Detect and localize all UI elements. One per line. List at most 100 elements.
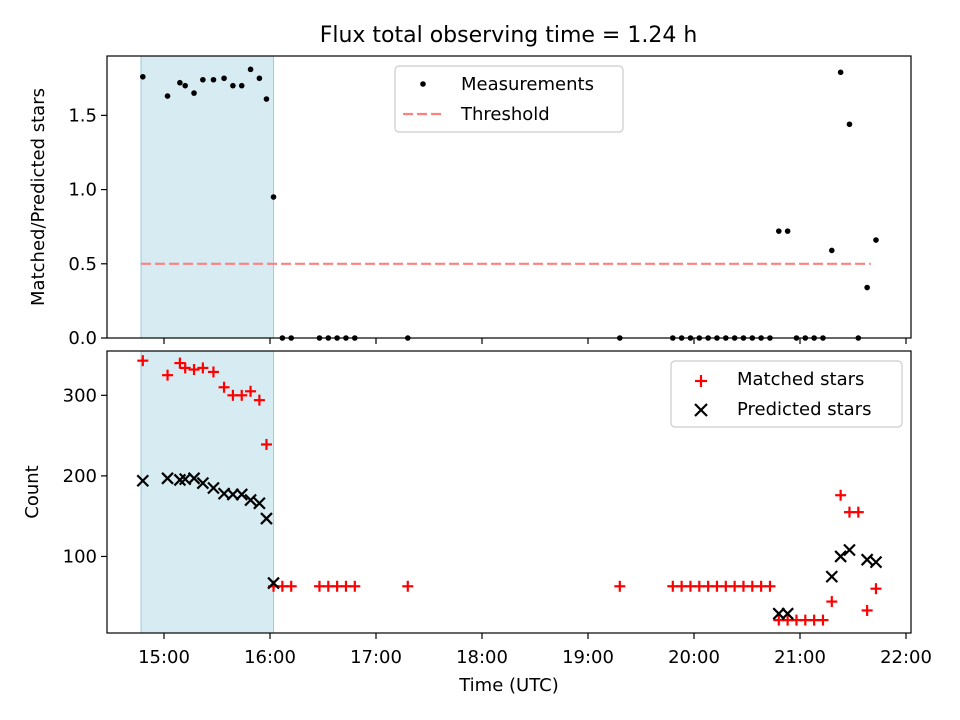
x-tick-label: 19:00 <box>562 647 614 668</box>
matched-star-point <box>245 385 257 397</box>
matched-star-point <box>852 506 864 518</box>
predicted-star-point <box>267 576 280 590</box>
top-y-axis: 0.0 0.5 1.0 1.5 <box>68 105 107 349</box>
top-legend: Measurements Threshold <box>394 65 624 133</box>
matched-star-point <box>137 355 149 367</box>
measurement-point <box>210 76 217 83</box>
matched-star-point <box>349 580 361 592</box>
bottom-x-axis: 15:00 16:00 17:00 18:00 19:00 20:00 21:00 22:00 <box>138 633 932 668</box>
predicted-star-point <box>860 553 874 566</box>
top-panel: 0.0 0.5 1.0 1.5 Matched/Predicted stars Mea… <box>28 55 912 349</box>
predicted-star-point <box>244 493 257 507</box>
y-tick-label: 0.5 <box>68 254 97 275</box>
measurement-point <box>182 82 188 89</box>
measurement-point <box>177 79 183 86</box>
y-tick-label: 1.0 <box>68 180 97 201</box>
x-tick-label: 18:00 <box>456 647 508 668</box>
y-tick-label: 1.5 <box>68 105 97 126</box>
predicted-star-point <box>187 472 201 485</box>
matched-star-point <box>174 357 186 369</box>
legend-predicted-marker <box>694 403 708 417</box>
matched-star-point <box>236 389 248 401</box>
measurement-point <box>238 82 245 89</box>
bottom-legend-box <box>670 360 903 428</box>
matched-star-point <box>197 362 209 374</box>
matched-stars-points <box>137 355 882 626</box>
top-x-ticks <box>163 338 907 344</box>
predicted-star-point <box>235 488 249 501</box>
predicted-star-point <box>136 474 150 487</box>
x-tick-label: 22:00 <box>880 647 932 668</box>
measurement-point <box>263 96 270 102</box>
predicted-star-point <box>869 555 883 569</box>
matched-star-point <box>826 596 838 608</box>
predicted-star-point <box>260 512 273 525</box>
matched-star-point <box>179 362 191 374</box>
legend-predicted-label: Predicted stars <box>737 399 871 420</box>
measurement-point <box>256 75 263 82</box>
predicted-star-point <box>207 481 220 495</box>
y-tick-label: 0.0 <box>68 328 97 349</box>
predicted-star-point <box>834 550 847 563</box>
measurement-point <box>270 194 277 200</box>
measurement-point <box>776 228 782 234</box>
x-tick-label: 20:00 <box>668 647 720 668</box>
bottom-plot-frame <box>106 350 912 634</box>
top-highlight-span <box>140 55 275 339</box>
bottom-y-axis: 100 200 300 <box>63 385 107 567</box>
legend-matched-label: Matched stars <box>737 369 864 390</box>
measurement-point <box>140 73 146 80</box>
bottom-ylabel: Count <box>22 465 43 518</box>
matched-star-point <box>285 580 297 592</box>
legend-measurements-label: Measurements <box>461 74 594 95</box>
predicted-star-point <box>825 570 839 583</box>
matched-star-point <box>817 614 829 626</box>
matched-star-point <box>835 489 847 501</box>
measurement-point <box>164 93 171 99</box>
matched-star-point <box>253 394 265 406</box>
top-legend-box <box>394 65 624 133</box>
measurement-point <box>837 69 844 76</box>
matched-star-point <box>260 438 272 450</box>
y-tick-label: 200 <box>63 466 97 487</box>
y-tick-label: 300 <box>63 385 97 406</box>
x-tick-label: 16:00 <box>244 647 296 668</box>
y-tick-label: 100 <box>63 546 97 567</box>
matched-star-point <box>861 604 873 616</box>
legend-measurements-marker <box>420 81 426 87</box>
measurement-point <box>784 228 791 234</box>
measurement-point <box>873 237 879 243</box>
matched-star-point <box>870 583 882 595</box>
measurement-point <box>191 90 197 96</box>
predicted-star-point <box>781 607 794 620</box>
measurement-point <box>221 75 227 82</box>
measurement-point <box>846 121 853 128</box>
matched-star-point <box>764 580 776 592</box>
top-plot-frame <box>106 55 912 339</box>
measurement-point <box>247 66 254 73</box>
chart-title: Flux total observing time = 1.24 h <box>320 23 698 48</box>
measurement-point <box>829 247 835 254</box>
bottom-legend: Matched stars Predicted stars <box>670 360 903 428</box>
legend-threshold-label: Threshold <box>460 104 550 125</box>
bottom-xlabel: Time (UTC) <box>458 675 559 696</box>
measurement-point <box>864 284 870 291</box>
legend-matched-marker <box>695 375 707 387</box>
matched-star-point <box>207 366 219 378</box>
predicted-stars-points <box>136 472 883 620</box>
matched-star-point <box>188 364 200 376</box>
top-ylabel: Matched/Predicted stars <box>28 88 49 306</box>
matched-star-point <box>614 580 626 592</box>
predicted-star-point <box>843 543 856 557</box>
x-tick-label: 17:00 <box>350 647 402 668</box>
measurement-point <box>230 82 236 89</box>
bottom-highlight-span <box>140 350 275 634</box>
measurement-point <box>200 76 206 83</box>
predicted-star-point <box>253 497 266 510</box>
matched-star-point <box>218 381 230 393</box>
bottom-panel: 100 200 300 15:00 16:00 17:00 18:00 19:00 20:00… <box>22 350 932 696</box>
x-tick-label: 15:00 <box>138 647 190 668</box>
x-tick-label: 21:00 <box>774 647 826 668</box>
predicted-star-point <box>196 476 210 490</box>
